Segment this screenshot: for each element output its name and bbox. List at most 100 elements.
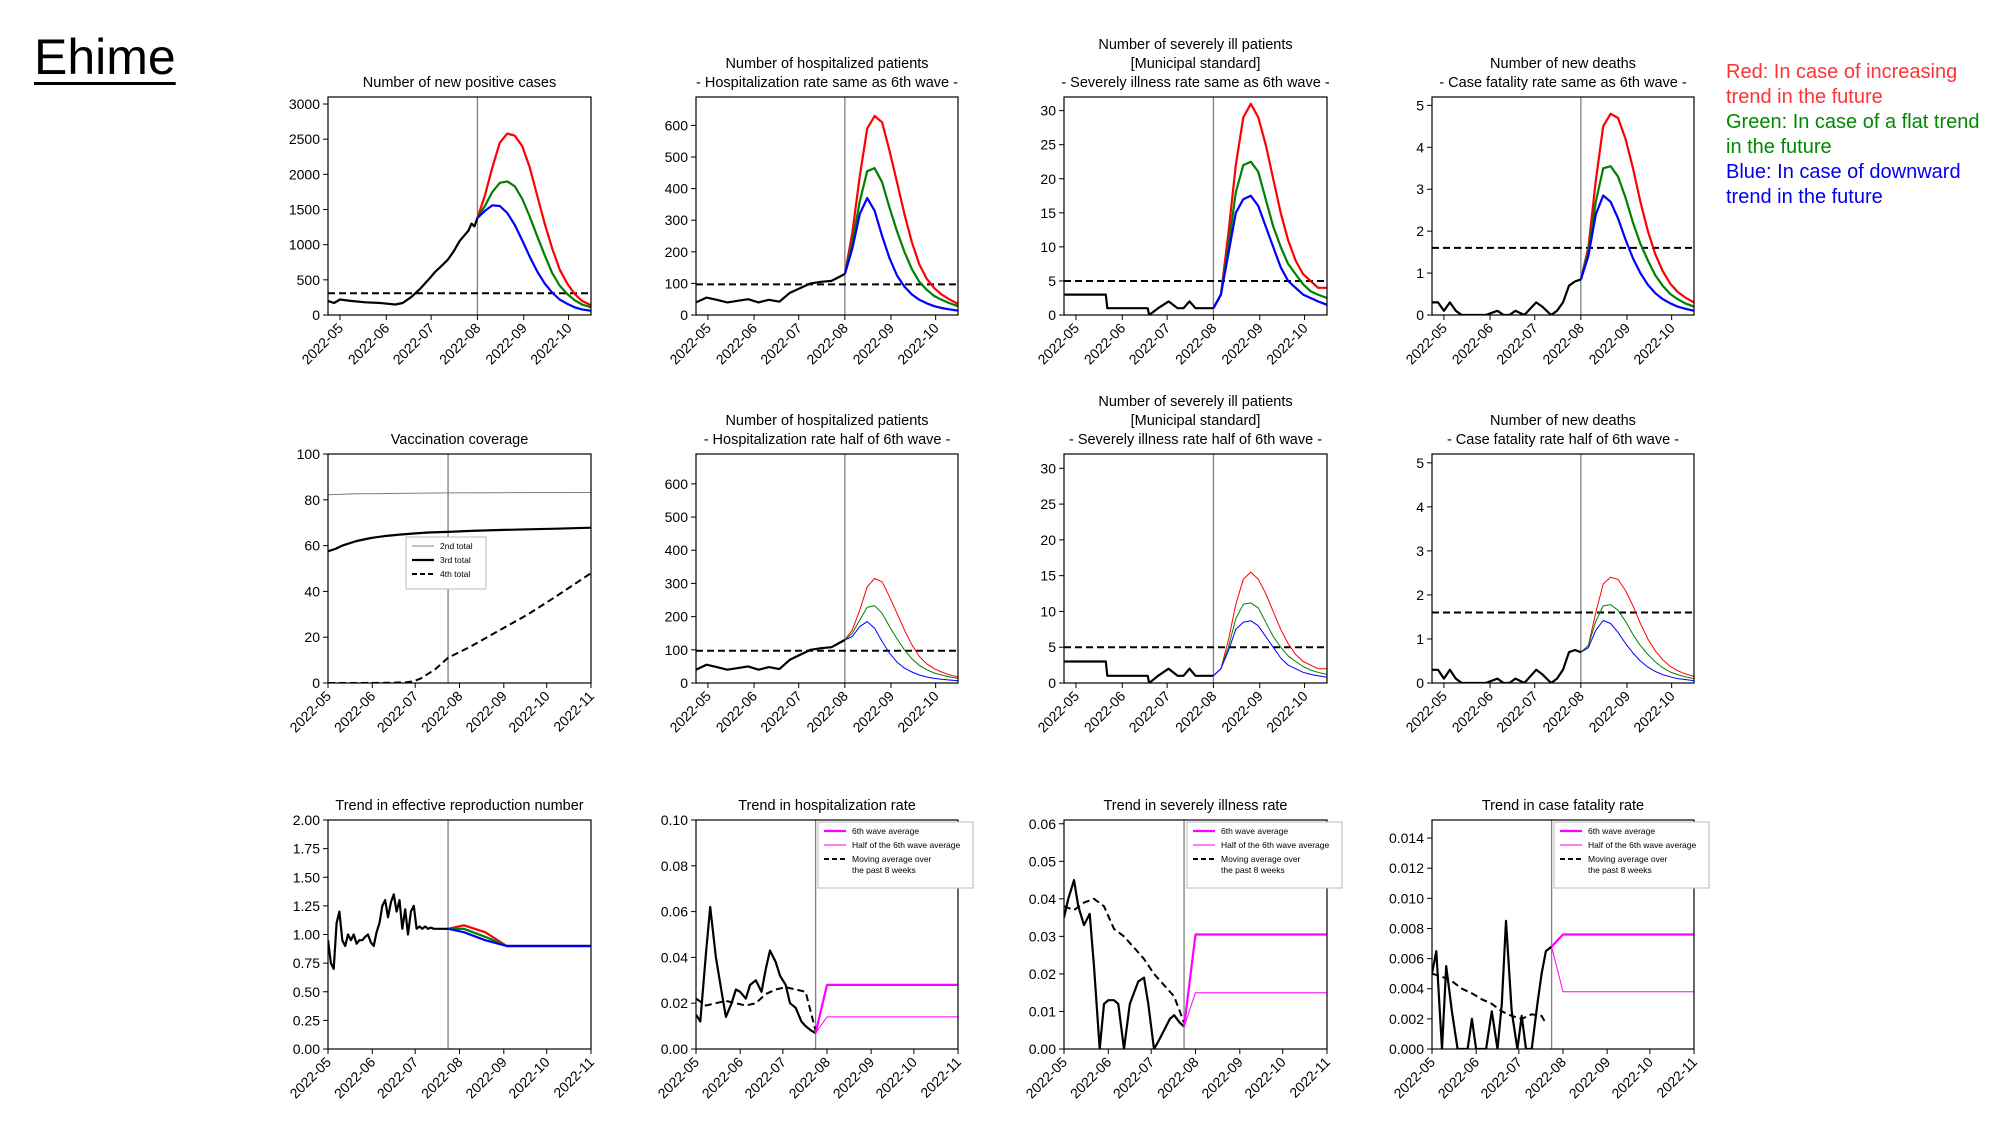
series-line-magenta [814, 983, 958, 1034]
y-tick-label: 60 [304, 538, 320, 554]
y-tick-label: 15 [1040, 568, 1056, 584]
x-tick-label: 2022-06 [1435, 1054, 1483, 1102]
x-tick-label: 2022-08 [418, 688, 466, 736]
y-tick-label: 300 [665, 212, 689, 228]
y-tick-label: 0.03 [1029, 928, 1056, 944]
series-line-blue [1580, 620, 1694, 682]
y-tick-label: 20 [1040, 171, 1056, 187]
y-tick-label: 1.25 [293, 898, 320, 914]
chart-title: Trend in hospitalization rate [738, 798, 916, 814]
series-line-black [328, 572, 591, 683]
x-tick-label: 2022-10 [505, 688, 553, 736]
x-tick-label: 2022-07 [757, 688, 805, 736]
y-tick-label: 30 [1040, 103, 1056, 119]
y-tick-label: 0.08 [661, 858, 688, 874]
legend-blue-text: Blue: In case of downward trend in the f… [1726, 161, 1961, 208]
x-tick-label: 2022-10 [1608, 1054, 1656, 1102]
chart-vaccination: Vaccination coverage0204060801002022-052… [286, 432, 597, 735]
y-tick-label: 0.75 [293, 955, 320, 971]
series-line-black [1432, 972, 1547, 1024]
x-tick-label: 2022-08 [1172, 320, 1220, 368]
y-tick-label: 10 [1040, 603, 1056, 619]
y-tick-label: 5 [1048, 639, 1056, 655]
plot-frame [1063, 96, 1328, 316]
x-tick-label: 2022-11 [550, 1054, 597, 1101]
x-tick-label: 2022-09 [1218, 320, 1266, 368]
x-tick-label: 2022-05 [654, 1054, 702, 1102]
y-tick-label: 0.10 [661, 812, 688, 828]
chart-title: Number of new deaths [1490, 413, 1636, 429]
x-tick-label: 2022-09 [482, 320, 530, 368]
x-tick-label: 2022-06 [1081, 320, 1129, 368]
x-tick-label: 2022-05 [1402, 320, 1450, 368]
y-tick-label: 0.014 [1389, 830, 1424, 846]
y-tick-label: 1000 [289, 237, 320, 253]
x-tick-label: 2022-11 [1653, 1054, 1700, 1101]
x-tick-label: 2022-06 [331, 688, 379, 736]
x-tick-label: 2022-10 [1241, 1054, 1289, 1102]
series-line-green [448, 927, 591, 948]
chart-hosp-same: Number of hospitalized patients - Hospita… [665, 56, 959, 368]
series-line-black [1432, 648, 1582, 683]
series-line-blue [843, 197, 958, 312]
legend-label: the past 8 weeks [1588, 865, 1652, 875]
chart-title: Vaccination coverage [391, 432, 529, 448]
chart-title: Number of hospitalized patients [725, 413, 928, 429]
plot-frame [1063, 453, 1328, 684]
series-line-black [328, 893, 449, 971]
series-line-black [1064, 293, 1214, 315]
plot-frame [327, 819, 592, 1050]
chart-title: [Municipal standard] [1131, 413, 1261, 429]
x-tick-label: 2022-09 [1566, 1054, 1614, 1102]
series-line-red [1213, 571, 1327, 677]
series-line-black [328, 526, 591, 553]
x-tick-label: 2022-05 [666, 320, 714, 368]
y-tick-label: 0.02 [661, 995, 688, 1011]
y-tick-label: 3000 [289, 96, 320, 112]
legend-label: Half of the 6th wave average [852, 840, 960, 850]
y-tick-label: 0.01 [1029, 1003, 1056, 1019]
plot-frame [695, 819, 959, 1050]
y-tick-label: 2500 [289, 131, 320, 147]
x-tick-label: 2022-09 [1198, 1054, 1246, 1102]
y-tick-label: 0.00 [1029, 1041, 1056, 1057]
chart-title: Trend in severely illness rate [1103, 798, 1287, 814]
y-tick-label: 0.25 [293, 1012, 320, 1028]
series-line-green [844, 605, 958, 679]
x-tick-label: 2022-08 [1539, 688, 1587, 736]
x-tick-label: 2022-06 [345, 320, 393, 368]
x-tick-label: 2022-09 [849, 320, 897, 368]
legend-label: 3rd total [440, 555, 471, 565]
x-tick-label: 2022-10 [1630, 688, 1678, 736]
series-line-green [1579, 165, 1694, 308]
y-tick-label: 0 [1048, 307, 1056, 323]
y-tick-label: 500 [665, 509, 689, 525]
x-tick-label: 2022-05 [1402, 688, 1450, 736]
chart-new-cases: Number of new positive cases 0 500 1000 1500… [289, 75, 592, 368]
y-tick-label: 15 [1040, 205, 1056, 221]
y-tick-label: 400 [665, 181, 689, 197]
chart-hosp-rate: Trend in hospitalization rate 0.00 0.02 0.0… [654, 798, 974, 1102]
plot-frame [327, 96, 592, 316]
x-tick-label: 2022-08 [803, 688, 851, 736]
y-tick-label: 4 [1416, 139, 1424, 155]
y-tick-label: 2.00 [293, 812, 320, 828]
series-line-red [1212, 102, 1327, 309]
x-tick-label: 2022-05 [1022, 1054, 1070, 1102]
plot-frame [695, 96, 959, 316]
x-tick-label: 2022-08 [1154, 1054, 1202, 1102]
y-tick-label: 25 [1040, 137, 1056, 153]
plot-frame [1431, 819, 1695, 1050]
x-tick-label: 2022-06 [1449, 688, 1497, 736]
series-line-green [1580, 604, 1694, 680]
series-line-black [696, 905, 817, 1034]
x-tick-label: 2022-07 [374, 688, 422, 736]
legend-label: Moving average over [1221, 854, 1301, 864]
y-tick-label: 0.02 [1029, 966, 1056, 982]
x-tick-label: 2022-10 [527, 320, 575, 368]
chart-title: - Severely illness rate same as 6th wave… [1061, 75, 1330, 91]
x-tick-label: 2022-07 [390, 320, 438, 368]
x-tick-label: 2022-11 [1286, 1054, 1333, 1101]
chart-severe-rate: Trend in severely illness rate 0.00 0.01 0.… [1022, 798, 1343, 1102]
series-line-magenta [1183, 992, 1327, 1027]
